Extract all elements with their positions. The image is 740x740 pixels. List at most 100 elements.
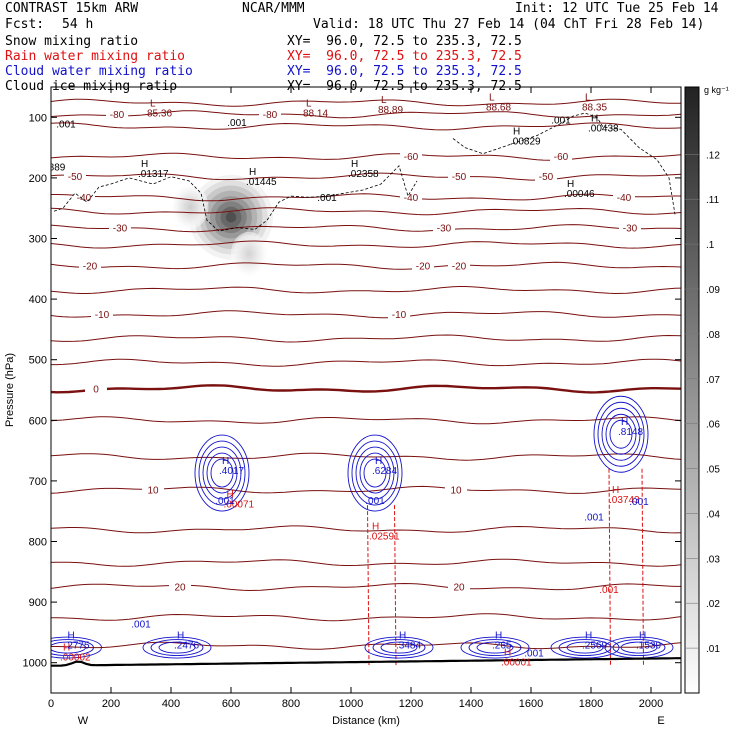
- isotherm: [51, 224, 681, 233]
- snow-contour-label: .001: [551, 115, 571, 126]
- cloud-water-contour: [566, 641, 604, 654]
- cloud-water-max-value: .2569: [582, 640, 607, 651]
- model-source: NCAR/MMM: [242, 1, 305, 16]
- cloud-water-contour: [363, 458, 387, 488]
- cloud-water-contour: [158, 641, 196, 654]
- isotherm-label-bg: [91, 308, 113, 320]
- temperature-low-value: 88.68: [486, 102, 511, 113]
- snow-max-marker: H: [351, 159, 358, 170]
- isotherm-label: -50: [539, 172, 554, 183]
- cloud-water-max-value: .2476: [174, 640, 199, 651]
- isotherm-label: 20: [174, 582, 186, 593]
- isotherm: [51, 261, 681, 270]
- cloud-water-max-value: .6284: [372, 466, 397, 477]
- x-tick-label: 0: [48, 698, 54, 710]
- colorbar-scale: [684, 86, 700, 694]
- init-time: Init: 12 UTC Tue 25 Feb 14: [515, 1, 719, 16]
- cloud-water-contour: [558, 639, 612, 656]
- ice-contour: [452, 112, 676, 215]
- field-xy-rain: XY= 96.0, 72.5 to 235.3, 72.5: [287, 49, 522, 64]
- isotherm-label: -50: [452, 172, 467, 183]
- snow-max-marker: H: [513, 126, 520, 137]
- snow-contour: [53, 165, 418, 232]
- isotherm-label: 10: [147, 485, 159, 496]
- x-tick-label: 200: [102, 698, 120, 710]
- rain-contour: [641, 468, 644, 666]
- colorbar-tick-label: .01: [706, 644, 720, 655]
- snow-max-value: .01445: [246, 177, 277, 188]
- colorbar: g kg⁻¹ .01 .02 .03 .04 .05 .06 .07 .08 .09 .1 .11.…: [684, 85, 729, 694]
- isotherm-label-bg: [445, 483, 467, 495]
- snow-contour-label: .001: [317, 193, 337, 204]
- field-name-cloud-water: Cloud water mixing ratio: [5, 64, 193, 79]
- colorbar-tick-label: .02: [706, 599, 720, 610]
- temperature-low-value: 85.36: [147, 108, 172, 119]
- colorbar-unit: g kg⁻¹: [704, 85, 729, 95]
- cloud-water-contour: [150, 639, 204, 656]
- colorbar-tick-label: .06: [706, 420, 720, 431]
- cloud-water-max-marker: H: [621, 417, 628, 428]
- isotherm-label-bg: [433, 222, 455, 234]
- cloud-water-contour: [612, 639, 666, 656]
- rain-max-marker: H: [504, 647, 511, 658]
- chart-title: CONTRAST 15km ARW: [5, 1, 139, 16]
- isotherm-label-bg: [388, 308, 410, 320]
- x-tick-label: 1200: [399, 698, 423, 710]
- y-tick-label: 600: [29, 415, 47, 427]
- isotherm: [51, 172, 681, 181]
- forecast-hour: 54 h: [62, 17, 94, 32]
- rain-contour: [394, 505, 397, 666]
- temperature-low-marker: L: [489, 92, 495, 103]
- isotherm-label: -80: [263, 110, 278, 121]
- field-name-rain: Rain water mixing ratio: [5, 49, 186, 64]
- temperature-low-marker: L: [381, 95, 387, 106]
- cloud-water-contour: [550, 636, 620, 659]
- snow-max-value: .02358: [348, 169, 379, 180]
- colorbar-tick-label: .09: [706, 285, 720, 296]
- y-tick-label: 700: [29, 476, 47, 488]
- isotherm-label: -50: [68, 172, 83, 183]
- isotherm-label: 20: [453, 582, 465, 593]
- isotherm-label-bg: [142, 483, 164, 495]
- isotherm-label: -60: [554, 152, 569, 163]
- cloud-water-contour: [355, 446, 395, 500]
- snow-shading-0: [225, 211, 237, 223]
- isotherm: [51, 110, 681, 119]
- snow-contour-label: .001: [227, 118, 247, 129]
- rain-max-marker: H: [612, 485, 619, 496]
- isotherm: [51, 152, 681, 161]
- cloud-water-contour: [51, 636, 102, 659]
- isotherm: [51, 207, 681, 216]
- cloud-water-contour: [468, 639, 522, 656]
- isotherm-label-bg: [106, 108, 128, 120]
- cloud-water-max-value: .2775: [65, 640, 90, 651]
- isotherm-label-bg: [448, 580, 470, 592]
- isotherm-label-bg: [64, 170, 86, 182]
- x-tick-label: 400: [162, 698, 180, 710]
- rain-max-marker: H: [372, 521, 379, 532]
- isotherm-label-bg: [535, 170, 557, 182]
- cloud-water-contour: [351, 440, 399, 506]
- cloud-water-contour: [51, 639, 94, 656]
- cloud-water-contour: [206, 452, 238, 494]
- rain-max-marker: H: [63, 643, 70, 654]
- isotherm-label-bg: [85, 382, 107, 394]
- isotherm-label-bg: [550, 150, 572, 162]
- temperature-low-marker: L: [306, 98, 312, 109]
- cloud-water-max-marker: H: [375, 456, 382, 467]
- cloud-water-contour: [347, 434, 403, 512]
- snow-max-value: .00046: [564, 189, 595, 200]
- cloud-water-max-value: .8148: [618, 427, 643, 438]
- west-label: W: [78, 715, 89, 727]
- forecast-label: Fcst:: [5, 17, 45, 32]
- cloud-water-max-marker: H: [68, 630, 75, 641]
- isotherm-label-bg: [259, 108, 281, 120]
- isotherm: [51, 193, 681, 202]
- rain-max-value: .00071: [224, 499, 255, 510]
- cloud-water-max-marker: H: [399, 630, 406, 641]
- isotherm: [51, 334, 681, 343]
- rain-max-value: .00001: [501, 657, 532, 668]
- cloud-water-contour-label: .001: [131, 620, 151, 631]
- isotherm: [51, 358, 681, 367]
- cloud-water-contour-label: .001: [629, 497, 649, 508]
